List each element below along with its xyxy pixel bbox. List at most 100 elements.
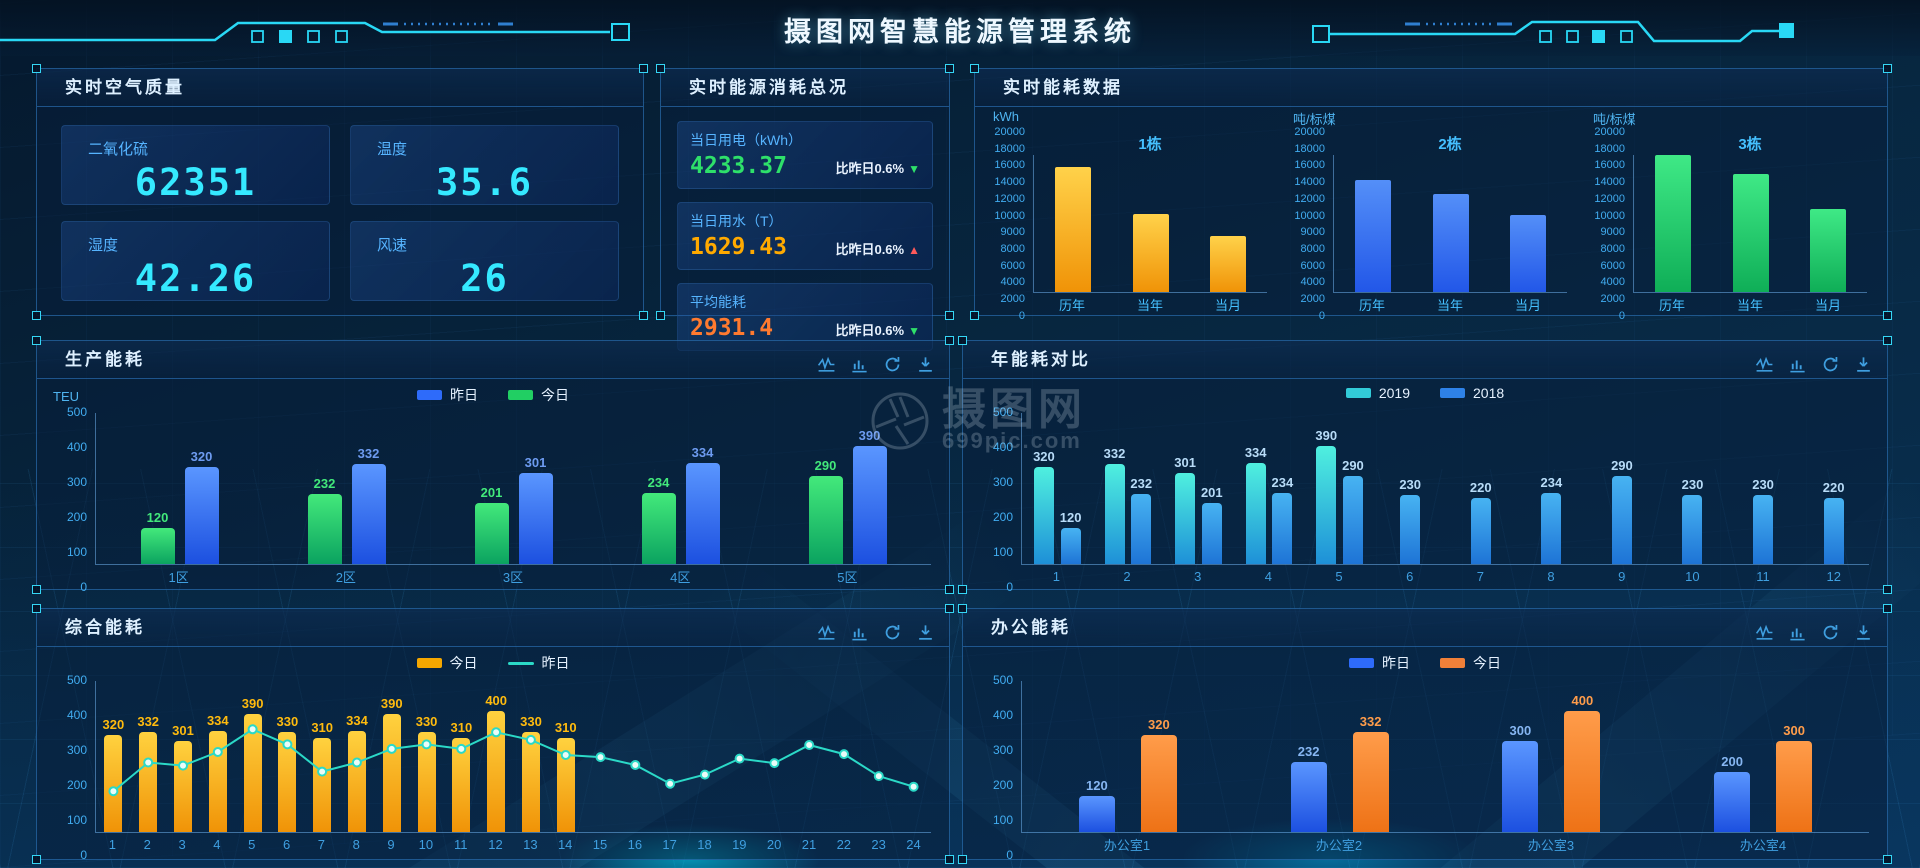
bar-group [1334, 155, 1412, 292]
panel-realtime-energy: 实时能耗数据 kWh 20000 18000 16000 14000 12000 10000… [970, 64, 1892, 322]
bar-column: 330 [416, 681, 437, 832]
bar [208, 731, 227, 832]
bar-chart-icon[interactable] [1788, 619, 1807, 640]
x-tick-label: 历年 [1058, 297, 1085, 313]
plot-area: 320 332 301 334 390 330 310 334 390 330 310 400 330 3… [95, 681, 931, 833]
bar-chart-icon[interactable] [850, 351, 869, 372]
legend-item-昨日[interactable]: 昨日 [507, 653, 570, 673]
y-axis: 吨/标煤 20000 18000 16000 14000 12000 10000 9000 80… [1289, 112, 1336, 322]
circuit-decoration-right [1312, 20, 1794, 43]
summary-label: 当日用水（T） [690, 213, 783, 229]
bar-value-label: 301 [1174, 455, 1196, 471]
x-tick-label: 4 [1264, 568, 1272, 584]
chart-legend: 昨日 今日 [37, 385, 949, 405]
y-tick: 2000 [1000, 293, 1025, 306]
panel-toolbar [1755, 341, 1873, 379]
bar-group [862, 681, 897, 832]
y-tick: 100 [66, 813, 87, 827]
bar-group [1789, 155, 1867, 292]
legend-item-今日[interactable]: 今日 [1440, 653, 1501, 673]
bar-column [1732, 155, 1769, 292]
summary-label: 当日用电（kWh） [690, 132, 802, 148]
bar [1131, 493, 1152, 564]
legend-item-2019[interactable]: 2019 [1345, 385, 1410, 401]
refresh-icon[interactable] [1821, 351, 1840, 371]
x-tick-label: 17 [662, 836, 677, 852]
legend-label: 2018 [1473, 385, 1505, 401]
bar-group: 390 [235, 681, 270, 832]
bar [487, 711, 506, 832]
line-chart-icon[interactable] [1755, 351, 1774, 372]
bar-group [1112, 155, 1190, 292]
bar-value-label: 320 [1148, 717, 1170, 733]
y-tick: 300 [66, 743, 87, 757]
bar-column: 230 [1681, 413, 1704, 564]
panel-header: 生产能耗 [37, 341, 949, 379]
x-tick-label: 10 [1685, 568, 1700, 584]
stat-card-wind-speed: 风速 26 [350, 221, 619, 301]
stat-card-temperature: 温度 35.6 [350, 125, 619, 205]
bar-value-label: 120 [1086, 777, 1108, 793]
legend-swatch [417, 390, 442, 400]
bar-value-label: 230 [1681, 476, 1704, 492]
refresh-icon[interactable] [883, 619, 902, 639]
bar-column: 220 [1470, 413, 1492, 564]
bar-column: 290 [1611, 413, 1633, 564]
bar-value-label: 320 [190, 449, 213, 465]
bar-group: 290 [1587, 413, 1658, 564]
bar-column: 290 [808, 413, 843, 564]
bar-column: 330 [277, 681, 298, 832]
x-tick-label: 历年 [1658, 297, 1685, 313]
summary-row-water: 当日用水（T） 1629.43 比昨日0.6% ▲ [677, 202, 933, 270]
bar [1502, 741, 1539, 832]
x-tick-label: 办公室2 [1315, 837, 1363, 853]
y-tick: 12000 [1294, 192, 1325, 205]
panel-toolbar [817, 341, 935, 379]
bar-value-label: 332 [137, 713, 160, 729]
bar-value-label: 230 [1752, 476, 1774, 492]
bar [140, 527, 175, 564]
download-icon[interactable] [916, 619, 935, 640]
x-tick-label: 历年 [1358, 297, 1385, 313]
line-chart-icon[interactable] [817, 351, 836, 372]
download-icon[interactable] [1854, 351, 1873, 372]
y-tick: 2000 [1300, 293, 1325, 306]
panel-title: 年能耗对比 [991, 350, 1091, 369]
x-tick-label: 5 [248, 836, 256, 852]
corner-accent [945, 336, 954, 345]
y-tick: 8000 [1300, 243, 1325, 256]
y-tick: 9000 [1000, 226, 1025, 239]
bar-column: 234 [641, 413, 676, 564]
legend-item-昨日[interactable]: 昨日 [1349, 653, 1410, 673]
legend-item-2018[interactable]: 2018 [1440, 385, 1504, 401]
bar-value-label: 234 [1271, 475, 1294, 491]
bar [382, 714, 401, 832]
panel-header: 实时能源消耗总况 [661, 69, 949, 107]
bar-column: 120 [1060, 413, 1081, 564]
line-chart-icon[interactable] [1755, 619, 1774, 640]
download-icon[interactable] [916, 351, 935, 372]
refresh-icon[interactable] [1821, 619, 1840, 639]
x-tick-label: 20 [766, 836, 782, 852]
x-tick-label: 1 [1052, 568, 1060, 584]
corner-accent [945, 311, 954, 320]
legend-item-今日[interactable]: 今日 [508, 385, 569, 405]
plot-column: 120 320 232 332 201 301 234 334 290 390 1区 2区 3区 4区 5区 [95, 413, 931, 587]
corner-accent [1883, 64, 1892, 73]
bar-group [653, 681, 688, 832]
bar-column: 400 [485, 681, 507, 832]
plot-area: 320 120 332 232 301 201 334 234 390 290 230 220 234 2… [1021, 413, 1869, 565]
download-icon[interactable] [1854, 619, 1873, 640]
bar-chart-icon[interactable] [1788, 351, 1807, 372]
bar-chart-icon[interactable] [850, 619, 869, 640]
chart-title: 3栋 [1738, 136, 1762, 153]
y-tick: 0 [80, 580, 87, 594]
legend-item-今日[interactable]: 今日 [416, 653, 478, 673]
x-tick-label: 19 [732, 836, 747, 852]
line-chart-icon[interactable] [817, 619, 836, 640]
chart-area: 500 400 300 200 100 0 320 332 301 334 390 330 310 334… [49, 674, 931, 862]
corner-accent [32, 336, 41, 345]
air-quality-cards: 二氧化硫 62351 温度 35.6 湿度 42.26 风速 26 [37, 107, 643, 317]
legend-item-昨日[interactable]: 昨日 [417, 385, 478, 405]
refresh-icon[interactable] [883, 351, 902, 371]
